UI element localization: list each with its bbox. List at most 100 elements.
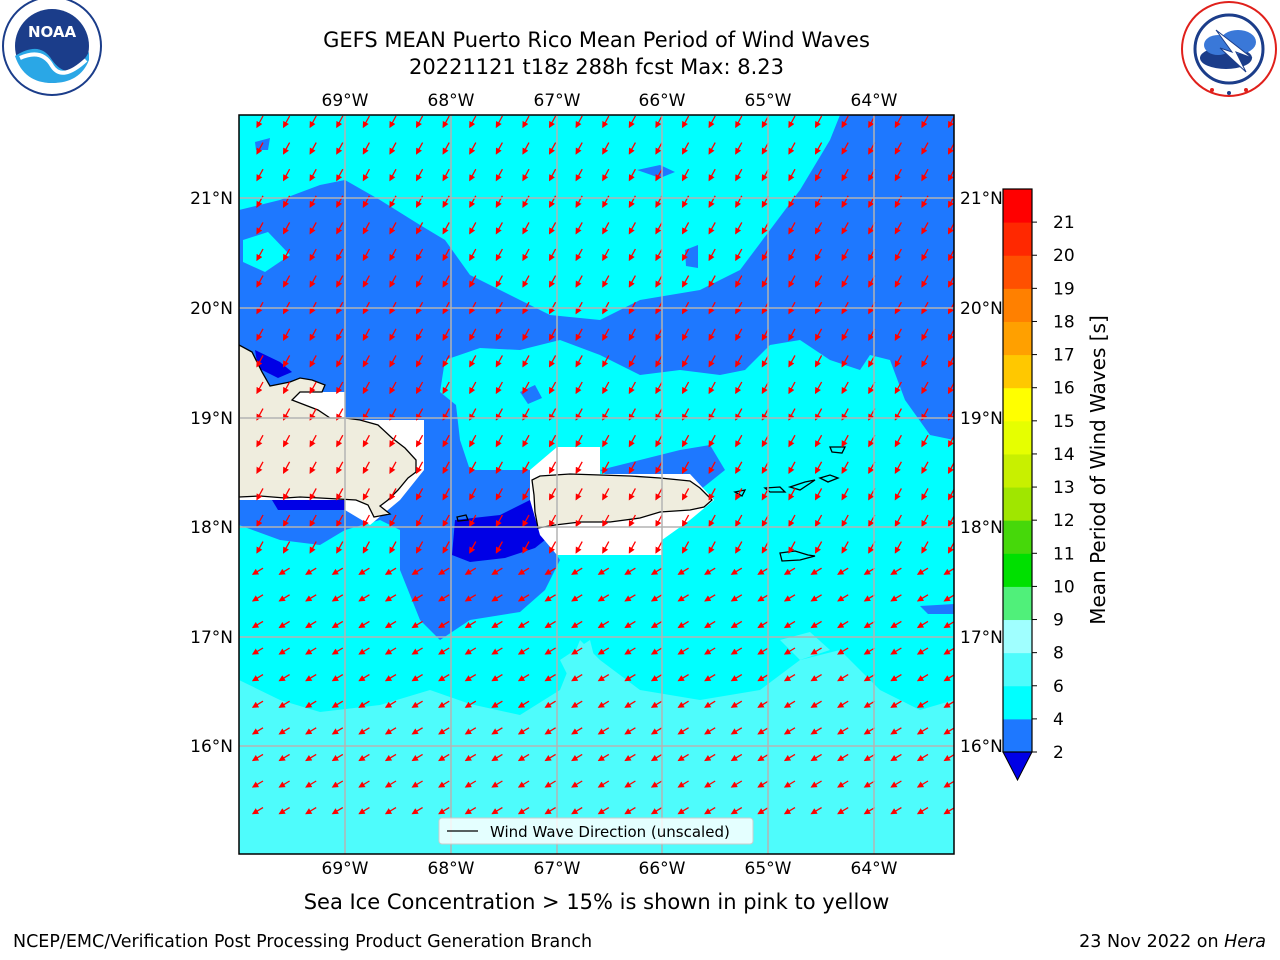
wind-wave-arrow: [331, 567, 344, 575]
wind-wave-arrow: [916, 594, 929, 602]
wind-wave-arrow: [331, 700, 344, 708]
wind-wave-arrow: [814, 381, 823, 395]
wind-wave-arrow: [331, 674, 344, 682]
wind-wave-arrow: [921, 275, 929, 288]
wind-wave-arrow: [305, 620, 317, 629]
wind-wave-arrow: [548, 434, 557, 448]
wind-wave-arrow: [517, 727, 530, 735]
colorbar-tick-label: 6: [1053, 677, 1064, 697]
wind-wave-arrow: [469, 381, 477, 395]
wind-wave-arrow: [894, 514, 902, 528]
wind-wave-arrow: [730, 674, 743, 682]
wind-wave-arrow: [704, 647, 716, 655]
wind-wave-arrow: [894, 328, 902, 341]
colorbar-tick-label: 17: [1053, 346, 1075, 366]
wind-wave-arrow: [681, 142, 690, 155]
wind-wave-arrow: [256, 142, 264, 155]
wind-wave-arrow: [841, 541, 849, 554]
wind-wave-arrow: [597, 594, 610, 602]
wind-wave-arrow: [362, 222, 370, 235]
wind-wave-arrow: [384, 807, 397, 815]
wind-wave-arrow: [890, 807, 902, 815]
wind-wave-arrow: [921, 142, 929, 155]
wind-wave-arrow: [677, 780, 689, 788]
wind-wave-arrow: [544, 674, 556, 682]
wind-wave-arrow: [358, 620, 370, 629]
colorbar-tick-label: 8: [1053, 644, 1064, 664]
wind-wave-arrow: [788, 168, 796, 182]
wind-wave-arrow: [362, 115, 370, 129]
wind-wave-arrow: [788, 488, 796, 501]
wind-wave-arrow: [411, 620, 423, 629]
colorbar-under-triangle: [1002, 751, 1033, 782]
small-islands: [456, 446, 847, 562]
colorbar-label: Mean Period of Wind Waves [s]: [1086, 315, 1110, 625]
wind-wave-arrow: [282, 248, 291, 262]
wind-wave-arrow: [757, 594, 769, 602]
wind-wave-arrow: [602, 355, 610, 368]
wind-wave-arrow: [522, 541, 530, 554]
wind-wave-arrow: [628, 381, 636, 395]
wind-wave-arrow: [415, 488, 424, 501]
wind-wave-arrow: [602, 514, 610, 528]
wind-wave-arrow: [438, 727, 450, 735]
wind-wave-arrow: [650, 780, 663, 788]
wind-wave-arrow: [921, 461, 929, 474]
wind-wave-arrow: [810, 700, 822, 708]
wind-wave-arrow: [469, 514, 477, 528]
wind-wave-arrow: [681, 168, 690, 182]
wind-wave-arrow: [331, 620, 344, 629]
wind-wave-arrow: [305, 780, 317, 788]
wind-wave-arrow: [362, 168, 370, 182]
wind-wave-arrow: [624, 700, 636, 708]
wind-wave-arrow: [438, 700, 450, 708]
wind-wave-arrow: [522, 381, 530, 395]
wind-wave-arrow: [916, 620, 929, 629]
lat-tick-label: 19°N: [960, 409, 1003, 429]
wind-wave-arrow: [602, 328, 610, 341]
wind-wave-arrow: [757, 700, 769, 708]
wind-wave-arrow: [278, 620, 290, 629]
wind-wave-arrow: [943, 674, 954, 682]
wind-wave-arrow: [814, 514, 823, 528]
wind-wave-arrow: [571, 700, 583, 708]
wind-wave-arrow: [788, 142, 796, 155]
wind-wave-arrow: [362, 248, 370, 262]
wind-wave-arrow: [336, 275, 344, 288]
wind-wave-arrow: [384, 647, 397, 655]
wind-wave-arrow: [442, 275, 450, 288]
wind-wave-arrow: [575, 461, 583, 474]
colorbar-segment: [1003, 520, 1032, 554]
wind-wave-arrow: [841, 355, 849, 368]
wind-wave-arrow: [730, 727, 743, 735]
colorbar-tick-label: 13: [1053, 478, 1075, 498]
wind-wave-arrow: [757, 753, 769, 762]
wind-wave-arrow: [331, 780, 344, 788]
wind-wave-arrow: [681, 541, 690, 554]
wind-wave-arrow: [362, 355, 370, 368]
wind-wave-arrow: [894, 248, 902, 262]
wind-wave-arrow: [863, 727, 876, 735]
wind-wave-arrow: [491, 753, 503, 762]
wind-wave-arrow: [522, 514, 530, 528]
lat-tick-label: 16°N: [960, 737, 1003, 757]
wind-wave-arrow: [362, 541, 370, 554]
wind-wave-arrow: [544, 567, 556, 575]
wind-wave-arrow: [256, 461, 264, 474]
wind-wave-arrow: [575, 248, 583, 262]
wind-wave-arrow: [358, 647, 370, 655]
wind-wave-arrow: [251, 674, 264, 682]
wind-wave-arrow: [650, 700, 663, 708]
wind-wave-arrow: [837, 674, 849, 682]
wind-wave-arrow: [411, 674, 423, 682]
wind-wave-arrow: [278, 727, 290, 735]
wind-wave-arrow: [278, 567, 290, 575]
wind-wave-arrow: [548, 514, 557, 528]
wind-wave-arrow: [863, 753, 876, 762]
wind-wave-arrow: [251, 807, 264, 815]
wind-wave-arrow: [358, 753, 370, 762]
wind-wave-arrow: [389, 514, 397, 528]
wind-wave-arrow: [810, 647, 822, 655]
wind-wave-arrow: [575, 168, 583, 182]
wind-wave-arrow: [677, 674, 689, 682]
